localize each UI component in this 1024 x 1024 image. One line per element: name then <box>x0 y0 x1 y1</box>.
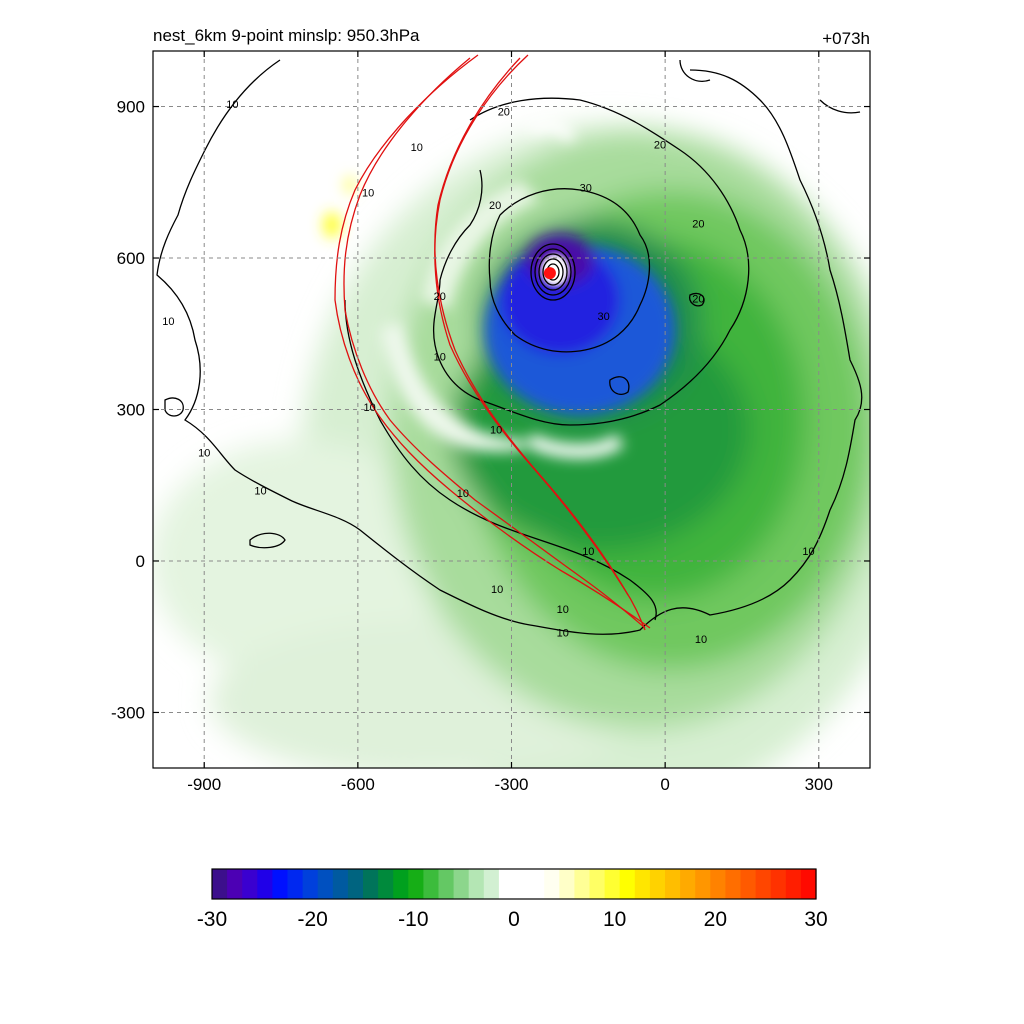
y-tick-label: 900 <box>117 98 145 117</box>
colorbar-swatch <box>755 869 772 899</box>
colorbar-swatch <box>242 869 258 899</box>
colorbar-swatch <box>574 869 591 899</box>
contour-label: 30 <box>598 311 610 323</box>
contour-label: 20 <box>434 291 446 303</box>
contour-label: 10 <box>802 546 814 558</box>
colorbar-tick-label: 30 <box>804 908 827 931</box>
colorbar-swatch <box>529 869 545 899</box>
colorbar-swatch <box>665 869 681 899</box>
y-tick-label: -300 <box>111 703 145 722</box>
colorbar-swatch <box>649 869 666 899</box>
colorbar-swatch <box>287 869 304 899</box>
colorbar-swatch <box>423 869 440 899</box>
colorbar-swatch <box>619 869 636 899</box>
contour-label: 10 <box>226 99 238 111</box>
storm-center-marker <box>543 267 556 280</box>
colorbar-swatch <box>257 869 273 899</box>
colorbar-swatch <box>544 869 560 899</box>
colorbar-swatch <box>468 869 485 899</box>
x-tick-label: -600 <box>341 775 375 794</box>
colorbar-swatch <box>800 869 817 899</box>
contour-label: 20 <box>498 107 510 119</box>
contour-label: 10 <box>254 485 266 497</box>
track-lines <box>334 54 651 631</box>
contour-label: 10 <box>364 402 376 414</box>
x-tick-label: 0 <box>660 775 669 794</box>
colorbar-swatch <box>589 869 606 899</box>
colorbar-swatch <box>332 869 349 899</box>
colorbar-frame <box>211 868 817 900</box>
x-tick-label: -300 <box>494 775 528 794</box>
contour-label: 10 <box>434 351 446 363</box>
colorbar-swatch <box>483 869 500 899</box>
colorbar: -30 -20 -10 0 10 20 30 <box>197 868 828 931</box>
contour-label: 10 <box>362 187 374 199</box>
colorbar-swatch <box>785 869 802 899</box>
colorbar-tick-label: -10 <box>398 908 428 931</box>
colorbar-tick-label: -20 <box>297 908 327 931</box>
colorbar-tick-label: -30 <box>197 908 227 931</box>
contour-label: 20 <box>692 219 704 231</box>
contour-label: 10 <box>162 316 174 328</box>
colorbar-swatch <box>710 869 726 899</box>
colorbar-tick-label: 10 <box>603 908 626 931</box>
colorbar-swatch <box>680 869 696 899</box>
x-tick-label: 300 <box>805 775 833 794</box>
colorbar-swatch <box>604 869 621 899</box>
colorbar-swatch <box>498 869 515 899</box>
x-axis: -900 -600 -300 0 300 <box>187 51 833 794</box>
contour-label: 10 <box>695 634 707 646</box>
colorbar-swatch <box>559 869 575 899</box>
y-axis: 900 600 300 0 -300 <box>111 98 870 722</box>
shaded-field <box>153 51 870 768</box>
contour-label: 10 <box>490 425 502 437</box>
colorbar-swatch <box>695 869 711 899</box>
contour-label: 20 <box>489 200 501 212</box>
colorbar-swatch <box>212 869 228 899</box>
colorbar-swatch <box>317 869 334 899</box>
colorbar-swatch <box>302 869 319 899</box>
contour-label: 10 <box>557 604 569 616</box>
colorbar-swatch <box>634 869 651 899</box>
y-tick-label: 600 <box>117 249 145 268</box>
colorbar-swatch <box>363 869 379 899</box>
colorbar-tick-label: 0 <box>508 908 520 931</box>
colorbar-swatch <box>227 869 243 899</box>
contour-label: 10 <box>198 447 210 459</box>
x-tick-label: -900 <box>187 775 221 794</box>
y-tick-label: 300 <box>117 401 145 420</box>
contour-label: 10 <box>582 546 594 558</box>
colorbar-swatch <box>378 869 394 899</box>
forecast-hour-label: +073h <box>822 29 870 48</box>
contour-label: 10 <box>557 628 569 640</box>
contour-label: 30 <box>580 182 592 194</box>
y-tick-label: 0 <box>136 552 145 571</box>
colorbar-swatch <box>393 869 409 899</box>
chart-title: nest_6km 9-point minslp: 950.3hPa <box>153 26 420 45</box>
contour-label: 20 <box>692 293 704 305</box>
contour-label: 20 <box>654 139 666 151</box>
colorbar-swatch <box>514 869 530 899</box>
colorbar-swatch <box>408 869 424 899</box>
contour-label: 10 <box>411 142 423 154</box>
colorbar-swatch <box>453 869 470 899</box>
contour-label: 10 <box>491 584 503 596</box>
colorbar-tick-label: 20 <box>704 908 727 931</box>
wind-contours <box>156 59 863 635</box>
contour-label: 10 <box>457 488 469 500</box>
colorbar-swatch <box>347 869 364 899</box>
colorbar-swatch <box>438 869 455 899</box>
colorbar-swatch <box>725 869 742 899</box>
colorbar-swatch <box>740 869 757 899</box>
colorbar-swatch <box>272 869 289 899</box>
contour-labels: 10 10 10 20 20 30 20 20 20 20 30 10 10 10 10 10 10 10 10 10… <box>162 99 814 646</box>
colorbar-swatch <box>770 869 787 899</box>
